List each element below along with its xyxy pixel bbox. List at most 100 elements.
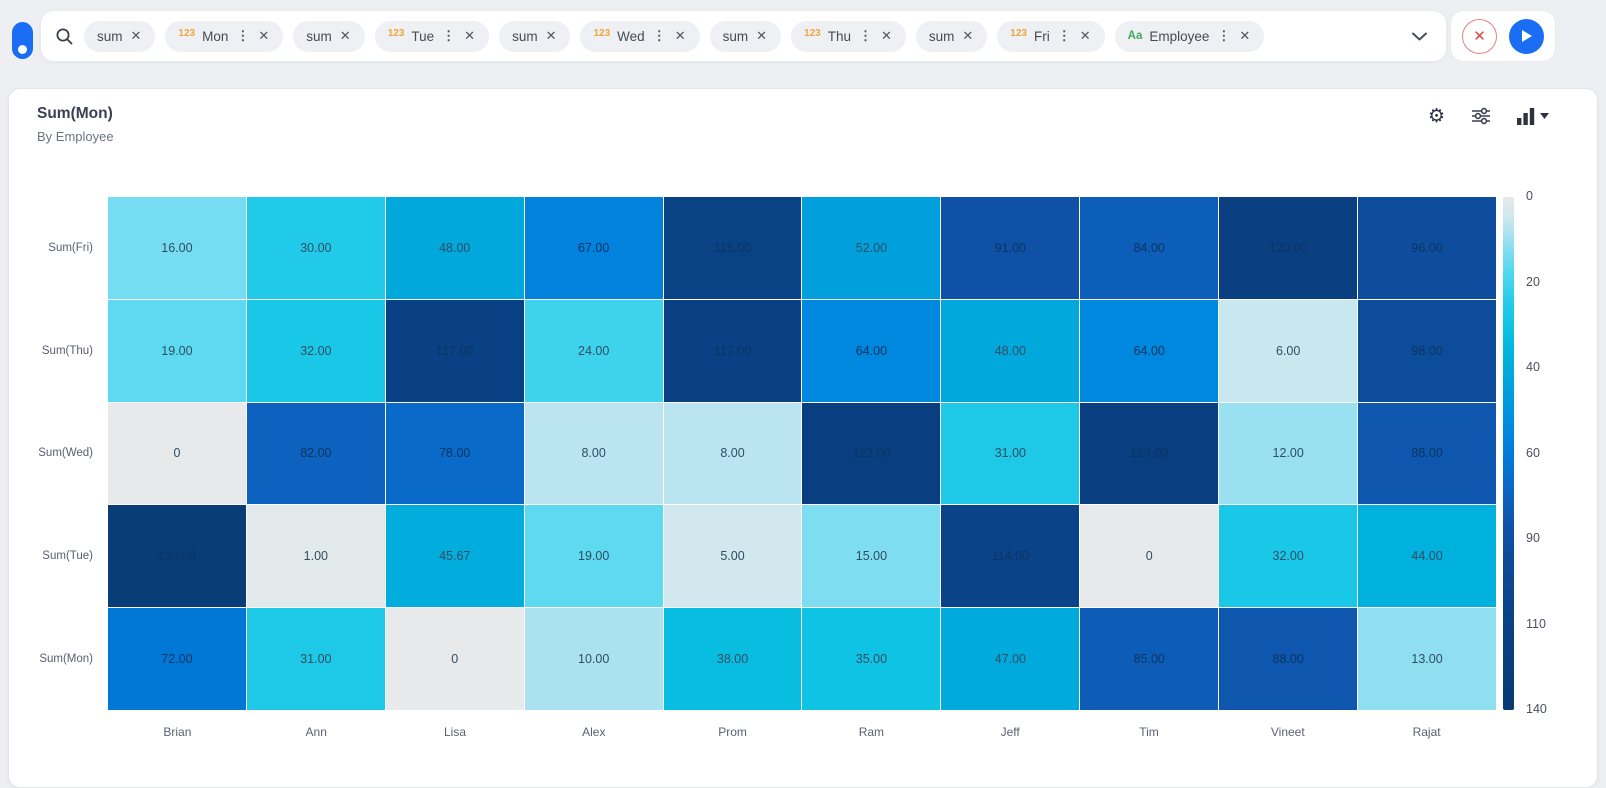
token-close-icon[interactable]: ✕ xyxy=(880,28,892,43)
heatmap-cell[interactable]: 48.00 xyxy=(385,197,524,299)
search-token-sum-4[interactable]: sum ✕ xyxy=(499,20,571,52)
token-label: Mon xyxy=(202,28,229,44)
search-token-wed-5[interactable]: 123 Wed ⋮ ✕ xyxy=(580,20,700,52)
heatmap-cell[interactable]: 1.00 xyxy=(246,505,385,608)
token-close-icon[interactable]: ✕ xyxy=(1079,28,1091,43)
heatmap-cell[interactable]: 13.00 xyxy=(1358,608,1496,710)
chart-config-button[interactable] xyxy=(1471,107,1491,125)
app-logo xyxy=(12,22,33,59)
search-token-sum-8[interactable]: sum ✕ xyxy=(915,20,988,52)
token-menu-icon[interactable]: ⋮ xyxy=(236,28,250,43)
heatmap-cell[interactable]: 98.00 xyxy=(1358,299,1496,402)
token-close-icon[interactable]: ✕ xyxy=(756,28,768,43)
token-menu-icon[interactable]: ⋮ xyxy=(442,28,456,43)
gear-icon: ⚙ xyxy=(1427,105,1445,127)
row-label: Sum(Thu) xyxy=(41,344,93,357)
heatmap-cell[interactable]: 8.00 xyxy=(663,402,802,505)
heatmap-cell[interactable]: 30.00 xyxy=(246,197,385,299)
numeric-type-icon: 123 xyxy=(178,27,196,39)
row-label: Sum(Mon) xyxy=(39,652,93,665)
chart-card: Sum(Mon) By Employee ⚙ xyxy=(8,88,1598,788)
heatmap-cell[interactable]: 85.00 xyxy=(1080,608,1219,710)
heatmap-cell[interactable]: 10.00 xyxy=(524,608,663,710)
search-token-sum-6[interactable]: sum ✕ xyxy=(709,20,782,52)
heatmap-cell[interactable]: 47.00 xyxy=(941,608,1080,710)
run-search-button[interactable] xyxy=(1509,18,1544,54)
heatmap-cell[interactable]: 82.00 xyxy=(246,402,385,505)
heatmap-row-labels: Sum(Fri) Sum(Thu) Sum(Wed) Sum(Tue) Sum(Mon) xyxy=(9,197,101,710)
chart-type-button[interactable] xyxy=(1517,107,1549,125)
heatmap-cell[interactable]: 8.00 xyxy=(524,402,663,505)
search-token-fri-9[interactable]: 123 Fri ⋮ ✕ xyxy=(997,20,1105,52)
search-token-tue-3[interactable]: 123 Tue ⋮ ✕ xyxy=(374,20,490,52)
heatmap-cell[interactable]: 84.00 xyxy=(1080,197,1219,299)
token-close-icon[interactable]: ✕ xyxy=(464,28,476,43)
search-bar[interactable]: sum ✕ 123 Mon ⋮ ✕ sum ✕ 123 Tue ⋮ ✕ sum ✕ 123 Wed ⋮ ✕ sum ✕… xyxy=(40,10,1447,62)
chevron-down-icon[interactable] xyxy=(1411,31,1432,42)
heatmap-cell[interactable]: 120.00 xyxy=(1219,197,1358,299)
heatmap-cell[interactable]: 96.00 xyxy=(1358,197,1496,299)
token-close-icon[interactable]: ✕ xyxy=(130,28,142,43)
token-close-icon[interactable]: ✕ xyxy=(1239,28,1251,43)
bar-chart-icon xyxy=(1517,107,1535,125)
chart-title: Sum(Mon) xyxy=(37,105,113,122)
heatmap-cell[interactable]: 117.00 xyxy=(663,299,802,402)
token-close-icon[interactable]: ✕ xyxy=(258,28,270,43)
heatmap-cell[interactable]: 31.00 xyxy=(941,402,1080,505)
search-token-thu-7[interactable]: 123 Thu ⋮ ✕ xyxy=(791,20,906,52)
heatmap-cell[interactable]: 123.00 xyxy=(802,402,941,505)
heatmap-cell[interactable]: 114.00 xyxy=(941,505,1080,608)
token-menu-icon[interactable]: ⋮ xyxy=(858,28,872,43)
heatmap-cell[interactable]: 32.00 xyxy=(1219,505,1358,608)
heatmap-grid: 16.00 30.00 48.00 67.00 115.00 52.00 91.00 84.0… xyxy=(108,197,1496,710)
heatmap-cell[interactable]: 0 xyxy=(108,402,246,505)
heatmap-cell[interactable]: 52.00 xyxy=(802,197,941,299)
column-label: Prom xyxy=(718,725,747,739)
heatmap-cell[interactable]: 32.00 xyxy=(246,299,385,402)
heatmap-cell[interactable]: 48.00 xyxy=(941,299,1080,402)
heatmap-cell[interactable]: 132.00 xyxy=(108,505,246,608)
heatmap-cell[interactable]: 117.00 xyxy=(385,299,524,402)
heatmap-cell[interactable]: 12.00 xyxy=(1219,402,1358,505)
heatmap-cell[interactable]: 0 xyxy=(1080,505,1219,608)
search-token-list: sum ✕ 123 Mon ⋮ ✕ sum ✕ 123 Tue ⋮ ✕ sum ✕ 123 Wed ⋮ ✕ sum ✕… xyxy=(84,20,1401,52)
search-token-sum-2[interactable]: sum ✕ xyxy=(293,20,365,52)
heatmap-cell[interactable]: 35.00 xyxy=(802,608,941,710)
heatmap-cell[interactable]: 24.00 xyxy=(524,299,663,402)
heatmap-cell[interactable]: 72.00 xyxy=(108,608,246,710)
token-menu-icon[interactable]: ⋮ xyxy=(652,28,666,43)
heatmap-cell[interactable]: 67.00 xyxy=(524,197,663,299)
heatmap-cell[interactable]: 19.00 xyxy=(108,299,246,402)
search-token-mon-1[interactable]: 123 Mon ⋮ ✕ xyxy=(165,20,284,52)
heatmap-cell[interactable]: 15.00 xyxy=(802,505,941,608)
heatmap-cell[interactable]: 44.00 xyxy=(1358,505,1496,608)
heatmap-cell[interactable]: 91.00 xyxy=(941,197,1080,299)
token-menu-icon[interactable]: ⋮ xyxy=(1057,28,1071,43)
heatmap-cell[interactable]: 19.00 xyxy=(524,505,663,608)
heatmap-cell[interactable]: 6.00 xyxy=(1219,299,1358,402)
heatmap-cell[interactable]: 0 xyxy=(385,608,524,710)
heatmap-cell[interactable]: 31.00 xyxy=(246,608,385,710)
heatmap-cell[interactable]: 78.00 xyxy=(385,402,524,505)
heatmap-cell[interactable]: 64.00 xyxy=(802,299,941,402)
token-close-icon[interactable]: ✕ xyxy=(545,28,557,43)
heatmap-cell[interactable]: 16.00 xyxy=(108,197,246,299)
heatmap-cell[interactable]: 88.00 xyxy=(1358,402,1496,505)
token-close-icon[interactable]: ✕ xyxy=(674,28,686,43)
heatmap-cell[interactable]: 38.00 xyxy=(663,608,802,710)
token-menu-icon[interactable]: ⋮ xyxy=(1217,28,1231,43)
heatmap-cell[interactable]: 45.67 xyxy=(385,505,524,608)
cancel-search-button[interactable]: ✕ xyxy=(1462,18,1497,54)
token-label: sum xyxy=(722,28,749,44)
token-close-icon[interactable]: ✕ xyxy=(962,28,974,43)
search-token-sum-0[interactable]: sum ✕ xyxy=(84,20,156,52)
chart-subtitle: By Employee xyxy=(37,129,114,144)
heatmap-cell[interactable]: 5.00 xyxy=(663,505,802,608)
heatmap-cell[interactable]: 64.00 xyxy=(1080,299,1219,402)
search-token-employee-10[interactable]: Aa Employee ⋮ ✕ xyxy=(1114,20,1265,52)
token-close-icon[interactable]: ✕ xyxy=(339,28,351,43)
chart-settings-button[interactable]: ⚙ xyxy=(1428,105,1445,127)
heatmap-cell[interactable]: 115.00 xyxy=(663,197,802,299)
heatmap-cell[interactable]: 123.00 xyxy=(1080,402,1219,505)
heatmap-cell[interactable]: 88.00 xyxy=(1219,608,1358,710)
